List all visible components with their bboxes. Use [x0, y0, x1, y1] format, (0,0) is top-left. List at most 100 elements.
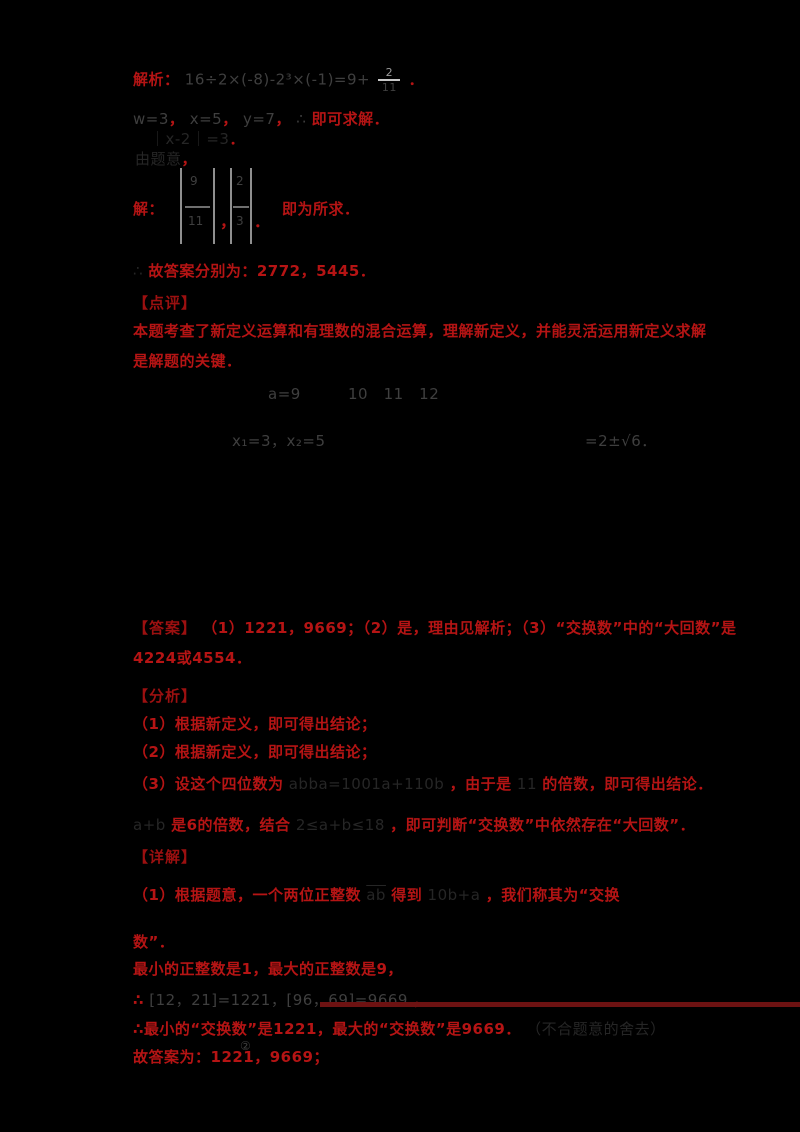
red-period: ． [254, 212, 271, 231]
answer-statement-1: ∴ 故答案分别为：2772，5445． [133, 262, 375, 281]
ghost-digit: 9 [190, 174, 198, 188]
analysis-item-text: ，即可判断“交换数”中依然存在“大回数”． [390, 816, 696, 834]
ghost-math-1: a=9 [268, 385, 301, 404]
review-tail: 是解题的关键． [133, 352, 242, 371]
analysis-item-text: 的倍数，即可得出结论． [542, 775, 713, 793]
fraction-bar [233, 206, 249, 208]
answer-text: 故答案分别为：2772，5445． [148, 262, 376, 280]
ghost-expression: 2≤a+b≤18 [295, 816, 385, 834]
review-header-text: 【点评】 [133, 294, 198, 312]
detail-line-3: ∴ [12，21]=1221，[96，69]=9669 ， [133, 991, 429, 1010]
final-answer-text: 故答案为：1221，9669； [133, 1048, 329, 1066]
ghost-digit: 2 [236, 174, 244, 188]
analysis-item-2: （2）根据新定义，即可得出结论； [133, 743, 376, 762]
solution-label: 解析： [133, 70, 180, 89]
conclusion-text: 即可求解． [311, 110, 390, 128]
detail-header: 【详解】 [133, 848, 197, 867]
analysis-item-text: ，由于是 [449, 775, 512, 793]
analysis-item-text: （1）根据新定义，即可得出结论； [133, 715, 377, 733]
substitution-line: w=3， x=5， y=7， ∴ 即可求解． [133, 110, 389, 129]
red-comma: ， [222, 110, 238, 128]
ghost-formula: 16÷2×(-8)-2³×(-1)=9+ [184, 70, 371, 89]
therefore-symbol: ∴ [133, 991, 144, 1009]
red-comma: ， [181, 150, 198, 168]
red-comma: ， [220, 212, 237, 231]
red-period: ． [408, 70, 425, 89]
bracket-math-block: 9 11 2 3 ， ． [180, 168, 270, 246]
ghost-expression: 10 11 12 [348, 385, 440, 403]
ghost-value: w=3 [133, 110, 169, 128]
ghost-math-4: =2±√6． [585, 432, 657, 451]
answer-numbers: 4224或4554． [133, 649, 252, 667]
bracket-bar [180, 168, 182, 244]
ghost-math-2: 10 11 12 [348, 385, 439, 404]
analysis-item-1: （1）根据新定义，即可得出结论； [133, 715, 376, 734]
detail-line-2: 最小的正整数是1，最大的正整数是9， [133, 960, 403, 979]
bracket-result: 即为所求． [282, 200, 360, 219]
given-line: 由题意， [135, 150, 197, 169]
red-period: ． [229, 130, 245, 148]
analysis-item-3: （3）设这个四位数为 abba=1001a+110b ，由于是 11 的倍数，即… [133, 775, 713, 794]
ghost-expression: ｜x-2｜=3 [150, 130, 230, 148]
fraction: 2 11 [378, 66, 401, 94]
maroon-rule [320, 1002, 800, 1007]
detail-text: 得到 [391, 886, 423, 904]
detail-text: 最小的正整数是1，最大的正整数是9， [133, 960, 403, 978]
red-comma: ， [168, 110, 185, 128]
ghost-expression: =2±√6． [585, 432, 657, 450]
ghost-digit: 3 [236, 214, 244, 228]
analysis-header: 【分析】 [133, 687, 197, 706]
ghost-math-3: x₁=3，x₂=5 [232, 432, 326, 451]
ghost-marker: ② [240, 1037, 251, 1056]
detail-line-1: （1）根据题意，一个两位正整数 ab 得到 10b+a ，我们称其为“交换 [133, 886, 620, 905]
ghost-number: 11 [516, 775, 537, 793]
detail-text: （1）根据题意，一个两位正整数 [133, 886, 361, 904]
detail-line-1b: 数”． [133, 933, 174, 952]
ghost-value: x=5 [189, 110, 223, 128]
fraction-denominator: 11 [381, 81, 397, 94]
answer-header: 【答案】 [133, 619, 198, 637]
solution-formula-line: 解析： 16÷2×(-8)-2³×(-1)=9+ 2 11 ． [133, 66, 424, 94]
ghost-expression: x₁=3，x₂=5 [232, 432, 326, 450]
ghost-symbol: ∴ [296, 110, 307, 128]
ghost-symbol: ∴ [133, 262, 144, 280]
detail-text: 数”． [133, 933, 175, 951]
answer-summary-line-2: 4224或4554． [133, 649, 252, 668]
bracket-bar [230, 168, 232, 244]
ghost-expression: a+b [133, 816, 166, 834]
analysis-header-text: 【分析】 [133, 687, 198, 705]
review-header: 【点评】 [133, 294, 197, 313]
ghost-marker-text: ② [240, 1039, 252, 1053]
review-body-text: 本题考查了新定义运算和有理数的混合运算，理解新定义，并能灵活运用新定义求解 [133, 322, 707, 340]
ghost-formula: ab [366, 886, 386, 904]
solve-label-text: 解： [133, 200, 165, 218]
detail-line-4: ∴最小的“交换数”是1221，最大的“交换数”是9669． （不合题意的舍去） [133, 1020, 666, 1039]
ghost-expression: a=9 [268, 385, 301, 403]
analysis-item-text: 是6的倍数，结合 [171, 816, 291, 834]
detail-conclusion: ∴最小的“交换数”是1221，最大的“交换数”是9669． [133, 1020, 521, 1038]
ghost-formula: 10b+a [427, 886, 481, 904]
ghost-formula: abba=1001a+110b [288, 775, 445, 793]
bracket-result-text: 即为所求． [282, 200, 360, 218]
ghost-digit: 11 [188, 214, 204, 228]
analysis-item-4: a+b 是6的倍数，结合 2≤a+b≤18 ，即可判断“交换数”中依然存在“大回… [133, 816, 695, 835]
answer-body: （1）1221，9669；（2）是，理由见解析；（3）“交换数”中的“大回数”是 [202, 619, 737, 637]
fraction-bar [185, 206, 210, 208]
red-comma: ， [275, 110, 291, 128]
abs-value-line: ｜x-2｜=3． [150, 130, 245, 149]
bracket-bar [250, 168, 252, 244]
answer-summary-line: 【答案】 （1）1221，9669；（2）是，理由见解析；（3）“交换数”中的“… [133, 619, 737, 638]
analysis-item-text: （2）根据新定义，即可得出结论； [133, 743, 377, 761]
solve-label: 解： [133, 200, 164, 219]
ghost-remark: （不合题意的舍去） [526, 1020, 666, 1038]
detail-header-text: 【详解】 [133, 848, 198, 866]
fraction-bar [378, 79, 401, 81]
bracket-bar [213, 168, 215, 244]
final-answer-line: 故答案为：1221，9669； [133, 1048, 329, 1067]
ghost-value: y=7 [242, 110, 276, 128]
detail-text: ，我们称其为“交换 [485, 886, 621, 904]
ghost-text: 由题意 [135, 150, 182, 168]
review-body: 本题考查了新定义运算和有理数的混合运算，理解新定义，并能灵活运用新定义求解 [133, 322, 707, 341]
review-tail-text: 是解题的关键． [133, 352, 242, 370]
